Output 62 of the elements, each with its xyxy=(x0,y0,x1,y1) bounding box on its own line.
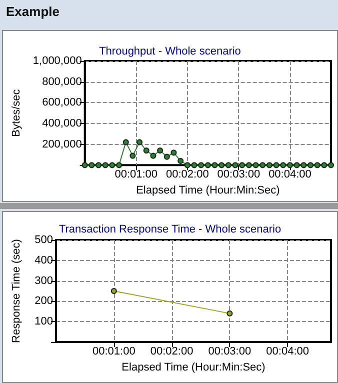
point xyxy=(260,162,266,168)
x-tick-label: 00:03:00 xyxy=(217,168,260,181)
x-tick-label: 00:03:00 xyxy=(208,346,252,358)
point xyxy=(82,162,88,168)
point xyxy=(184,162,190,168)
point xyxy=(109,162,116,168)
y-tick-label: 200 xyxy=(34,295,53,308)
point xyxy=(164,154,170,160)
y-tick-label: 600,000 xyxy=(42,96,82,109)
chart-title: Transaction Response Time - Whole scenario xyxy=(58,224,282,236)
y-axis-title: Response Time (sec) xyxy=(10,239,22,343)
point xyxy=(273,162,280,168)
x-tick-label: 00:02:00 xyxy=(150,346,194,358)
point xyxy=(136,139,143,146)
point xyxy=(239,162,246,168)
point xyxy=(150,152,156,159)
x-tick-label: 00:01:00 xyxy=(114,168,158,181)
point xyxy=(204,162,211,168)
point xyxy=(314,162,320,168)
y-tick-label: 1,000,000 xyxy=(32,55,82,67)
point xyxy=(218,162,225,168)
point xyxy=(170,150,177,156)
y-tick-label: 800,000 xyxy=(42,76,82,88)
point xyxy=(191,162,198,168)
point xyxy=(246,162,252,168)
x-axis-title: Elapsed Time (Hour:Min:Sec) xyxy=(136,184,280,196)
point xyxy=(225,162,232,168)
point xyxy=(122,139,129,146)
point xyxy=(328,162,334,168)
chart-title: Throughput - Whole scenario xyxy=(99,46,241,58)
point xyxy=(307,162,314,168)
point xyxy=(321,162,328,168)
text: Example xyxy=(6,4,60,19)
y-tick-label: 500 xyxy=(34,234,53,246)
point xyxy=(252,162,259,168)
y-axis-title: Bytes/sec xyxy=(10,88,22,137)
y-tick-label: 400 xyxy=(34,254,53,266)
point xyxy=(178,158,184,164)
y-tick-label: 100 xyxy=(34,316,53,328)
y-tick-label: 200,000 xyxy=(42,138,82,150)
point xyxy=(198,162,204,168)
x-tick-label: 00:04:00 xyxy=(266,346,309,358)
y-tick-label: 400,000 xyxy=(42,117,82,130)
x-axis-title: Elapsed Time (Hour:Min:Sec) xyxy=(122,361,266,374)
point xyxy=(102,162,108,168)
x-tick-label: 00:01:00 xyxy=(92,346,136,358)
point xyxy=(212,162,218,168)
point xyxy=(294,162,300,168)
point xyxy=(157,148,164,154)
x-tick-label: 00:04:00 xyxy=(268,168,312,181)
y-tick-label: 300 xyxy=(34,274,53,287)
point xyxy=(88,162,95,168)
point xyxy=(280,162,286,168)
x-tick-label: 00:02:00 xyxy=(166,168,209,181)
point xyxy=(286,162,293,168)
point xyxy=(266,162,272,168)
point xyxy=(116,162,122,168)
point xyxy=(232,162,238,168)
point xyxy=(300,162,307,168)
point xyxy=(96,162,102,168)
point xyxy=(143,148,150,154)
point xyxy=(130,152,136,159)
